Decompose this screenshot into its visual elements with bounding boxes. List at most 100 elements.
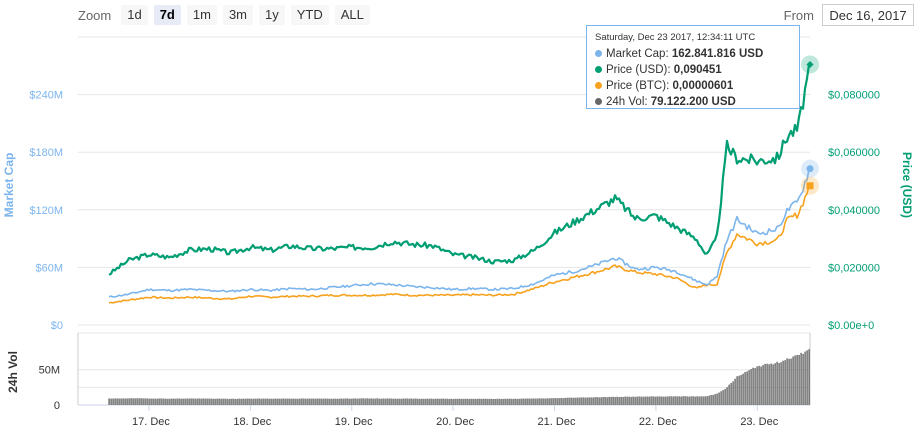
tooltip-row-price-btc: Price (BTC): 0,00000601 bbox=[595, 78, 791, 94]
tooltip-label: 24h Vol bbox=[606, 96, 645, 108]
volume-bar bbox=[750, 369, 752, 405]
volume-bar bbox=[620, 396, 622, 405]
volume-bar bbox=[130, 398, 132, 405]
volume-bar bbox=[392, 398, 394, 405]
volume-bar bbox=[354, 398, 356, 405]
volume-bar bbox=[164, 398, 166, 405]
volume-bar bbox=[612, 396, 614, 405]
date-range-from: From bbox=[784, 4, 914, 26]
volume-bar bbox=[364, 398, 366, 405]
volume-bar bbox=[216, 398, 218, 405]
volume-bar bbox=[292, 398, 294, 405]
volume-bar bbox=[518, 398, 520, 405]
volume-bar bbox=[366, 398, 368, 405]
volume-bar bbox=[666, 396, 668, 405]
volume-bar bbox=[514, 398, 516, 405]
volume-bar bbox=[212, 398, 214, 405]
volume-bar bbox=[400, 398, 402, 405]
volume-bar bbox=[656, 396, 658, 405]
volume-bar bbox=[472, 398, 474, 405]
volume-bar bbox=[648, 396, 650, 405]
volume-bar bbox=[320, 398, 322, 405]
volume-bar bbox=[242, 398, 244, 405]
volume-bar bbox=[348, 398, 350, 405]
volume-bar bbox=[690, 396, 692, 405]
volume-bar bbox=[236, 398, 238, 405]
volume-bar bbox=[556, 398, 558, 405]
tooltip: Saturday, Dec 23 2017, 12:34:11 UTC Mark… bbox=[586, 25, 800, 109]
volume-bar bbox=[510, 398, 512, 405]
zoom-all-button[interactable]: ALL bbox=[334, 5, 370, 25]
zoom-1m-button[interactable]: 1m bbox=[186, 5, 217, 25]
zoom-ytd-button[interactable]: YTD bbox=[290, 5, 329, 25]
volume-bar bbox=[590, 397, 592, 405]
volume-bar bbox=[306, 398, 308, 405]
volume-bar bbox=[530, 398, 532, 405]
volume-bar bbox=[274, 398, 276, 405]
right-axis-tick-label: $0,060000 bbox=[828, 147, 880, 159]
volume-bar bbox=[700, 396, 702, 405]
volume-bar bbox=[688, 396, 690, 405]
volume-bar bbox=[586, 397, 588, 405]
volume-bar bbox=[636, 396, 638, 405]
market-cap-dot-icon bbox=[595, 50, 602, 57]
volume-bar bbox=[262, 398, 264, 405]
volume-bar bbox=[142, 398, 144, 405]
volume-bar bbox=[448, 398, 450, 405]
volume-bar bbox=[470, 398, 472, 405]
zoom-7d-button[interactable]: 7d bbox=[153, 5, 181, 25]
volume-bar bbox=[594, 397, 596, 405]
volume-bar bbox=[350, 398, 352, 405]
volume-bar bbox=[734, 378, 736, 405]
volume-bar bbox=[710, 395, 712, 405]
volume-bar bbox=[312, 398, 314, 405]
x-tick-label: 20. Dec bbox=[436, 416, 474, 428]
volume-bar bbox=[684, 396, 686, 405]
zoom-3m-button[interactable]: 3m bbox=[222, 5, 253, 25]
from-date-input[interactable] bbox=[822, 4, 914, 26]
volume-bar bbox=[582, 397, 584, 405]
zoom-bar: Zoom 1d 7d 1m 3m 1y YTD ALL bbox=[78, 5, 376, 25]
zoom-1y-button[interactable]: 1y bbox=[259, 5, 285, 25]
volume-bar bbox=[218, 398, 220, 405]
volume-bar bbox=[782, 360, 784, 405]
volume-bar bbox=[760, 366, 762, 405]
volume-bar bbox=[146, 398, 148, 405]
volume-bar bbox=[660, 396, 662, 405]
volume-bar bbox=[520, 398, 522, 405]
volume-bar bbox=[296, 398, 298, 405]
volume-bar bbox=[174, 398, 176, 405]
tooltip-row-market-cap: Market Cap: 162.841.816 USD bbox=[595, 46, 791, 62]
volume-bar bbox=[250, 398, 252, 405]
volume-bar bbox=[694, 396, 696, 405]
volume-bar bbox=[744, 372, 746, 405]
volume-bar bbox=[672, 396, 674, 405]
volume-bar bbox=[264, 398, 266, 405]
volume-bar bbox=[446, 398, 448, 405]
volume-bar bbox=[238, 398, 240, 405]
volume-bar bbox=[592, 397, 594, 405]
volume-bar bbox=[680, 396, 682, 405]
left-axis-ticks: $0 $60M $120M $180M $240M 0 50M bbox=[29, 90, 63, 412]
left-axis-tick-label: $120M bbox=[29, 205, 63, 217]
volume-bar bbox=[330, 398, 332, 405]
volume-bar bbox=[438, 398, 440, 405]
volume-bar bbox=[198, 398, 200, 405]
volume-bar bbox=[380, 398, 382, 405]
volume-bar bbox=[412, 398, 414, 405]
volume-bar bbox=[572, 397, 574, 405]
volume-bar bbox=[188, 398, 190, 405]
volume-bar bbox=[652, 396, 654, 405]
tooltip-value: 162.841.816 USD bbox=[671, 48, 764, 60]
price-btc-line bbox=[108, 185, 810, 304]
volume-bar bbox=[444, 398, 446, 405]
volume-bar bbox=[786, 358, 788, 405]
zoom-1d-button[interactable]: 1d bbox=[121, 5, 148, 25]
volume-bar bbox=[806, 350, 808, 405]
volume-bar bbox=[324, 398, 326, 405]
volume-bar bbox=[604, 396, 606, 405]
volume-bar bbox=[428, 398, 430, 405]
volume-dot-icon bbox=[595, 98, 602, 105]
volume-bar bbox=[568, 397, 570, 405]
